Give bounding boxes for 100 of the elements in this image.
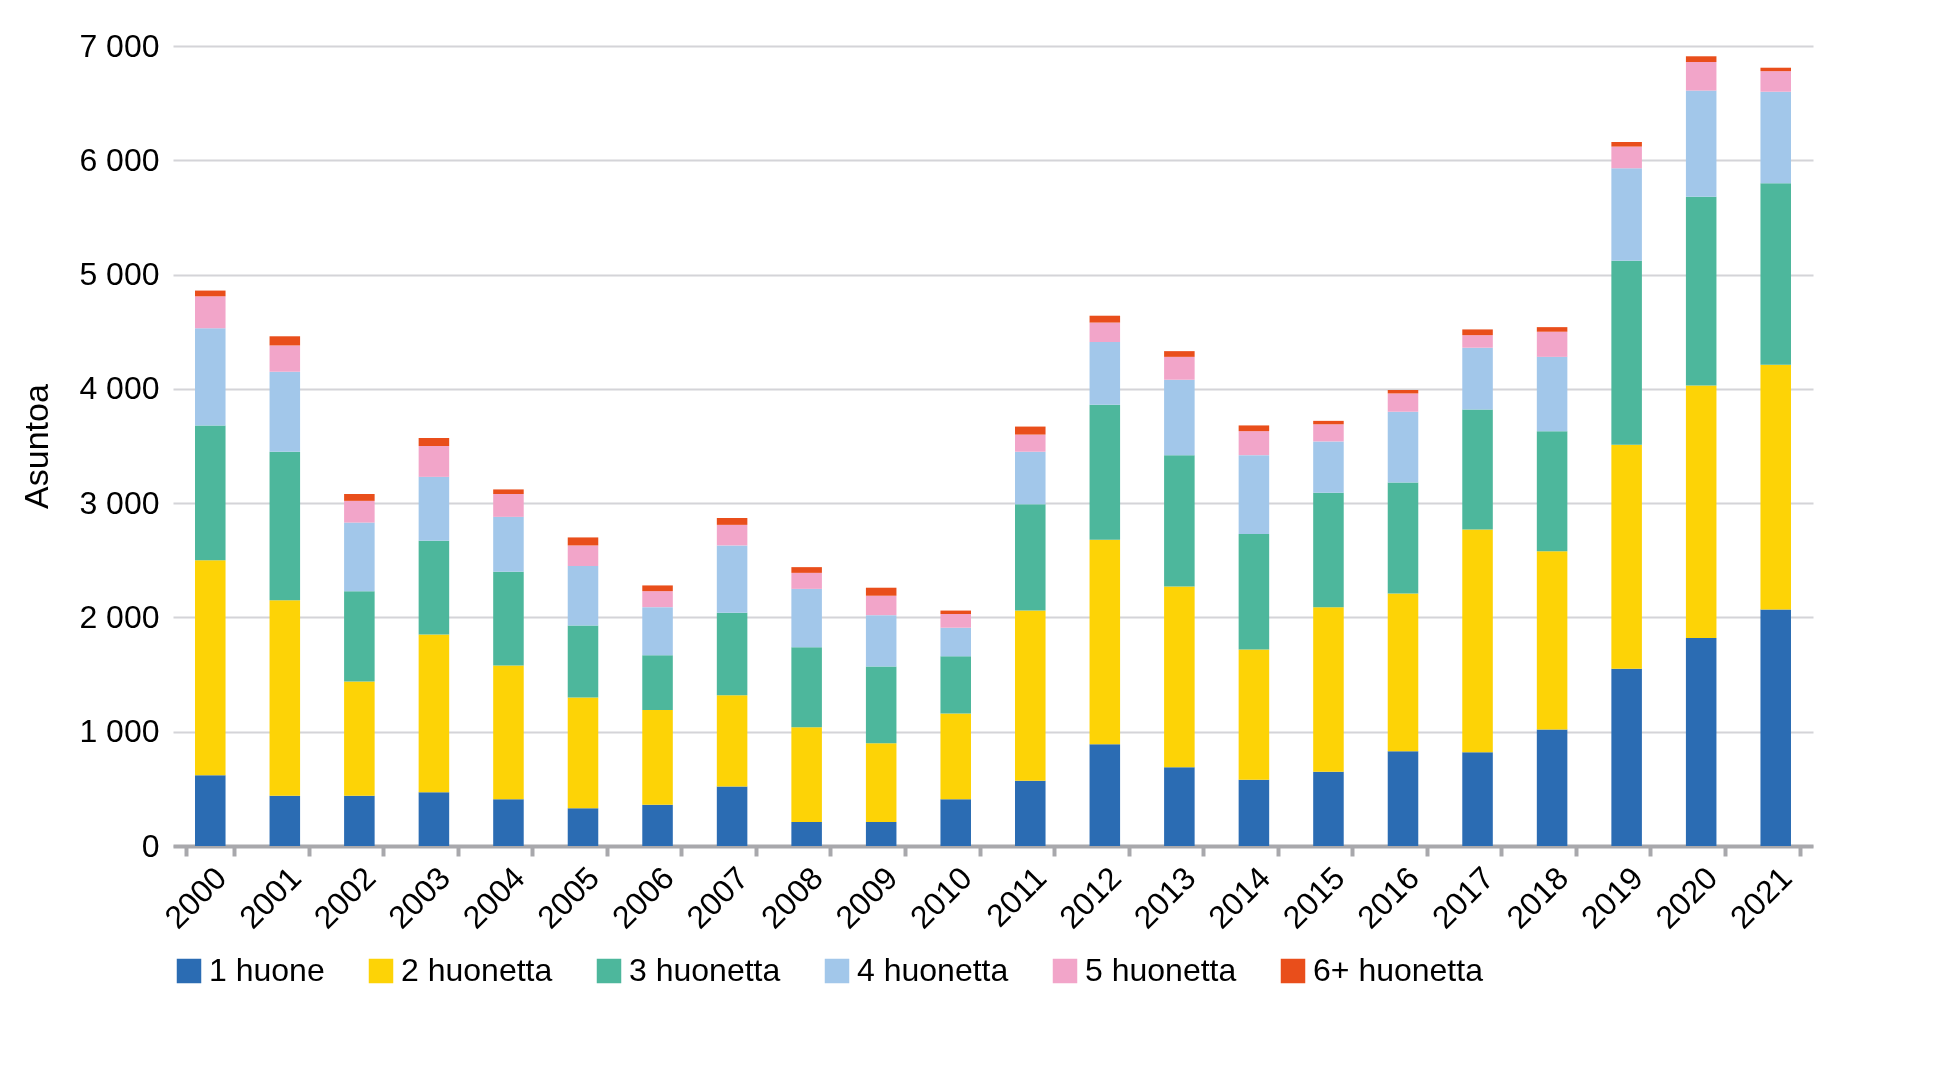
bar [642,655,673,710]
bar [1015,780,1046,846]
bar [1015,451,1046,505]
bar [1164,351,1195,357]
bar [269,371,301,452]
bar [493,571,524,666]
y-tick-label: 6 000 [79,141,160,178]
y-tick-label: 5 000 [79,256,160,293]
bar [1611,168,1642,261]
bar [1089,342,1121,405]
bar [1164,586,1195,768]
bar [1387,411,1419,483]
bar [1313,424,1344,442]
bar [1536,431,1568,552]
bar [716,518,748,525]
bar [1238,649,1270,780]
bar [344,681,375,796]
bar [567,808,599,846]
bar [1387,393,1419,412]
bar [1685,56,1717,62]
bar [567,697,599,809]
legend-label: 2 huonetta [401,952,553,988]
bar [1685,638,1717,846]
bar [865,743,897,822]
bar [344,522,375,592]
bar [1238,431,1270,456]
bar [791,588,822,648]
bar [1611,444,1642,669]
bar [1238,779,1270,846]
y-axis-title: Asuntoa [17,384,56,509]
bar [1685,90,1717,197]
bar [1089,539,1121,745]
bar [716,786,748,846]
bar [1462,347,1493,410]
bar [344,500,375,523]
bar [940,627,971,657]
bar [1089,744,1121,846]
bar [940,656,971,714]
bar [1611,142,1642,147]
bar [418,446,450,477]
bar [791,822,822,846]
bar [418,438,450,446]
bar [865,595,897,616]
bar [1313,441,1344,493]
legend-label: 5 huonetta [1085,952,1237,988]
bar [1462,529,1493,753]
bar [716,612,748,696]
bar [1611,668,1642,846]
bar [1685,62,1717,91]
bar [940,713,971,800]
bar [642,591,673,608]
bar [1164,455,1195,587]
bar [1015,610,1046,781]
bar [1760,609,1791,846]
bar [418,792,450,846]
y-tick-label: 7 000 [79,27,160,64]
bar [716,545,748,613]
bar [1387,482,1419,594]
bar [1387,751,1419,846]
bar [642,804,673,846]
bar [195,328,226,426]
bar [940,614,971,628]
bar [1089,322,1121,342]
bar [1015,426,1046,435]
y-tick-label: 3 000 [79,484,160,521]
bar [1313,607,1344,772]
bar [865,666,897,744]
y-tick-label: 2 000 [79,598,160,635]
bar [1760,364,1791,610]
bar [195,775,226,846]
y-tick-label: 0 [141,827,160,864]
bar [1164,356,1195,380]
bar [1611,260,1642,445]
bar [418,540,450,635]
bar [1462,335,1493,348]
bar [418,476,450,541]
legend-label: 6+ huonetta [1313,952,1484,988]
bar [567,537,599,546]
bar [865,822,897,846]
bar [1089,315,1121,323]
bar [865,615,897,667]
bar [940,799,971,846]
bar [1462,409,1493,530]
bar [344,591,375,682]
bar [344,494,375,501]
bar [791,647,822,728]
bar [493,516,524,572]
bar [1313,771,1344,846]
bar [1536,356,1568,432]
bar [269,795,301,846]
bar [865,587,897,596]
bar [791,567,822,573]
legend-label: 4 huonetta [857,952,1009,988]
bar [493,665,524,800]
bar [493,489,524,494]
bar [716,524,748,546]
y-tick-label: 4 000 [79,370,160,407]
legend-label: 3 huonetta [629,952,781,988]
legend-label: 1 huone [209,952,325,988]
bar [642,607,673,656]
